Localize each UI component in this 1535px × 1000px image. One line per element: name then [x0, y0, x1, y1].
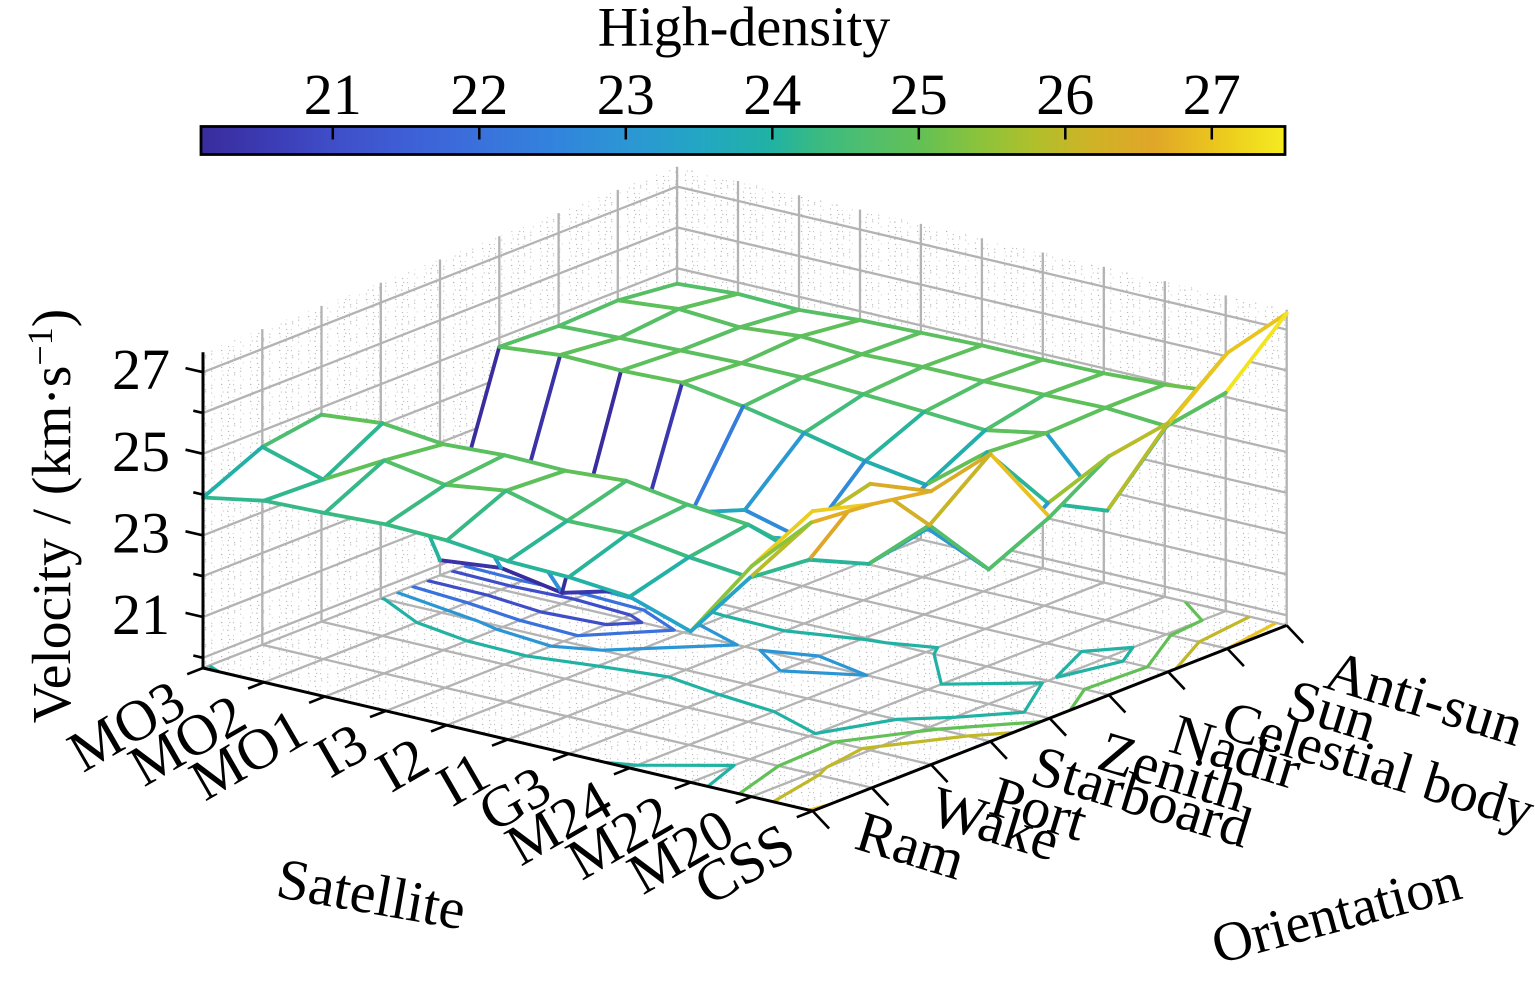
- svg-text:23: 23: [597, 62, 655, 127]
- svg-text:21: 21: [112, 582, 170, 647]
- svg-text:27: 27: [1183, 62, 1241, 127]
- svg-text:22: 22: [450, 62, 508, 127]
- svg-text:25: 25: [890, 62, 948, 127]
- svg-text:High-density: High-density: [598, 0, 890, 59]
- svg-text:Velocity / (km·s−1): Velocity / (km·s−1): [20, 309, 83, 723]
- svg-text:26: 26: [1036, 62, 1094, 127]
- svg-text:25: 25: [112, 419, 170, 484]
- svg-text:23: 23: [112, 500, 170, 565]
- svg-text:21: 21: [304, 62, 362, 127]
- svg-text:24: 24: [743, 62, 801, 127]
- svg-text:27: 27: [112, 337, 170, 402]
